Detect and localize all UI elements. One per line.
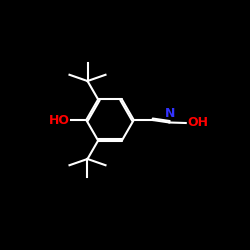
Text: N: N — [165, 107, 175, 120]
Text: HO: HO — [49, 114, 70, 126]
Text: OH: OH — [187, 116, 208, 130]
